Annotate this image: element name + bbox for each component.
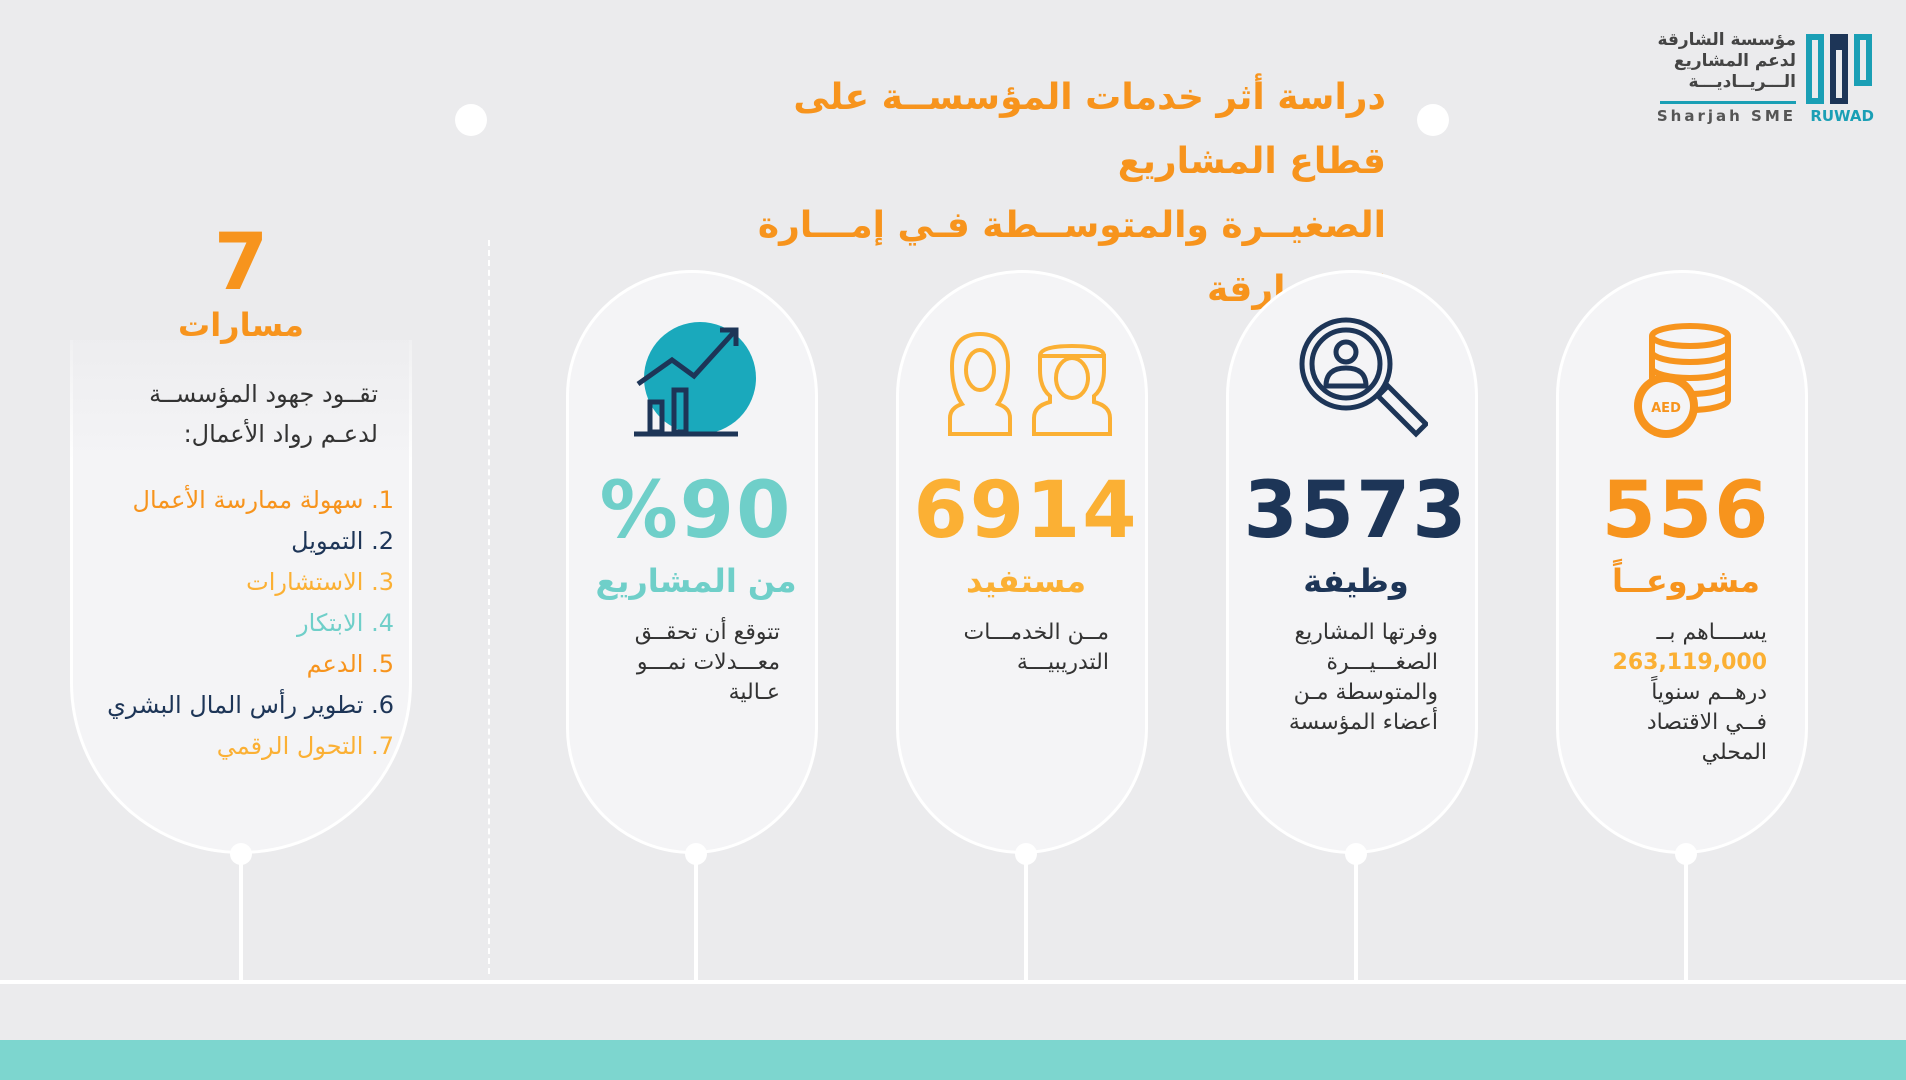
card-stem xyxy=(1684,854,1688,980)
baseline xyxy=(0,980,1906,984)
stat-desc-line: درهــم سنوياً xyxy=(1651,680,1767,705)
track-item: 2. التمويل xyxy=(291,527,394,555)
stat-description: تتوقع أن تحقــق معـــدلات نمـــو عـالية xyxy=(600,618,780,708)
stat-desc-line: معـــدلات نمـــو xyxy=(636,650,780,675)
logo-arabic-line-3: الـــريــاديـــة xyxy=(1688,72,1796,92)
track-item: 6. تطوير رأس المال البشري xyxy=(107,691,394,719)
stat-label: من المشاريع xyxy=(595,562,797,600)
stat-desc-line: تتوقع أن تحقــق xyxy=(634,620,780,645)
title-line-1: دراسة أثر خدمات المؤسســة على قطاع المشا… xyxy=(793,77,1386,182)
logo-underline xyxy=(1660,101,1796,104)
stat-desc-line: أعضاء المؤسسة xyxy=(1288,710,1438,735)
title-dot-left xyxy=(455,104,487,136)
tracks-intro-line-2: لدعـم رواد الأعمال: xyxy=(183,420,378,448)
stat-number: 3573 xyxy=(1243,466,1469,556)
stat-desc-line: فــي الاقتصاد xyxy=(1646,710,1767,735)
stat-desc-line: مــن الخدمـــات xyxy=(963,620,1109,645)
tracks-stem-dot xyxy=(230,843,252,865)
card-stem xyxy=(1024,854,1028,980)
people-icon xyxy=(948,331,1112,436)
logo-arabic-line-2: لدعم المشاريع xyxy=(1673,51,1796,71)
stat-number: %90 xyxy=(599,466,793,556)
stat-desc-highlight: 263,119,000 xyxy=(1612,650,1767,675)
footer-bar xyxy=(0,1040,1906,1080)
coin-label: AED xyxy=(1651,401,1681,416)
stat-desc-line: الصغـــيـــرة xyxy=(1326,650,1438,675)
growth-chart-icon xyxy=(634,322,756,437)
tracks-label: مسارات xyxy=(178,306,304,344)
stat-desc-line: المحلي xyxy=(1701,740,1767,765)
tracks-list: 1. سهولة ممارسة الأعمال 2. التمويل 3. ال… xyxy=(54,480,394,767)
tracks-intro: تقــود جهود المؤسســة لدعـم رواد الأعمال… xyxy=(78,374,378,454)
track-item: 5. الدعم xyxy=(306,650,394,678)
stat-description: وفرتها المشاريع الصغـــيـــرة والمتوسطة … xyxy=(1258,618,1438,738)
track-item: 1. سهولة ممارسة الأعمال xyxy=(132,486,394,514)
card-stem-dot xyxy=(1015,843,1037,865)
logo-brand-text: RUWAD xyxy=(1810,107,1874,125)
stat-desc-line: والمتوسطة مـن xyxy=(1293,680,1438,705)
track-item: 7. التحول الرقمي xyxy=(216,732,394,760)
section-divider xyxy=(488,240,490,974)
stat-desc-line: عـالية xyxy=(728,680,780,705)
logo-english-text: Sharjah SME xyxy=(1656,107,1796,125)
tracks-panel-fade xyxy=(70,300,412,460)
card-stem xyxy=(694,854,698,980)
card-stem-dot xyxy=(1345,843,1367,865)
stat-label: وظيفة xyxy=(1303,562,1409,600)
title-dot-right xyxy=(1417,104,1449,136)
card-stem xyxy=(1354,854,1358,980)
track-item: 4. الابتكار xyxy=(297,609,394,637)
stat-number: 556 xyxy=(1601,466,1771,556)
stat-description: يســــاهم بــ 263,119,000 درهــم سنوياً … xyxy=(1597,618,1767,768)
card-stem-dot xyxy=(685,843,707,865)
ruwad-logo-icon xyxy=(1806,34,1872,104)
card-stem-dot xyxy=(1675,843,1697,865)
stat-desc-line: التدريبيـــة xyxy=(1016,650,1109,675)
stat-desc-line: يســــاهم بــ xyxy=(1656,620,1767,645)
logo-arabic-text: مؤسسة الشارقة لدعم المشاريع الـــريــادي… xyxy=(1657,30,1796,93)
tracks-stem xyxy=(239,854,243,980)
stat-desc-line: وفرتها المشاريع xyxy=(1294,620,1438,645)
track-item: 3. الاستشارات xyxy=(246,568,394,596)
tracks-count: 7 xyxy=(213,218,269,308)
stat-description: مــن الخدمـــات التدريبيـــة xyxy=(929,618,1109,678)
coins-icon: AED xyxy=(1634,323,1731,438)
magnifier-person-icon xyxy=(1299,317,1428,438)
stat-card-projects xyxy=(1556,270,1808,854)
stat-number: 6914 xyxy=(913,466,1139,556)
logo-arabic-line-1: مؤسسة الشارقة xyxy=(1657,30,1796,50)
tracks-intro-line-1: تقــود جهود المؤسســة xyxy=(149,380,378,408)
stat-label: مستفيد xyxy=(965,562,1086,600)
stat-label: مشروعــاً xyxy=(1612,562,1760,600)
